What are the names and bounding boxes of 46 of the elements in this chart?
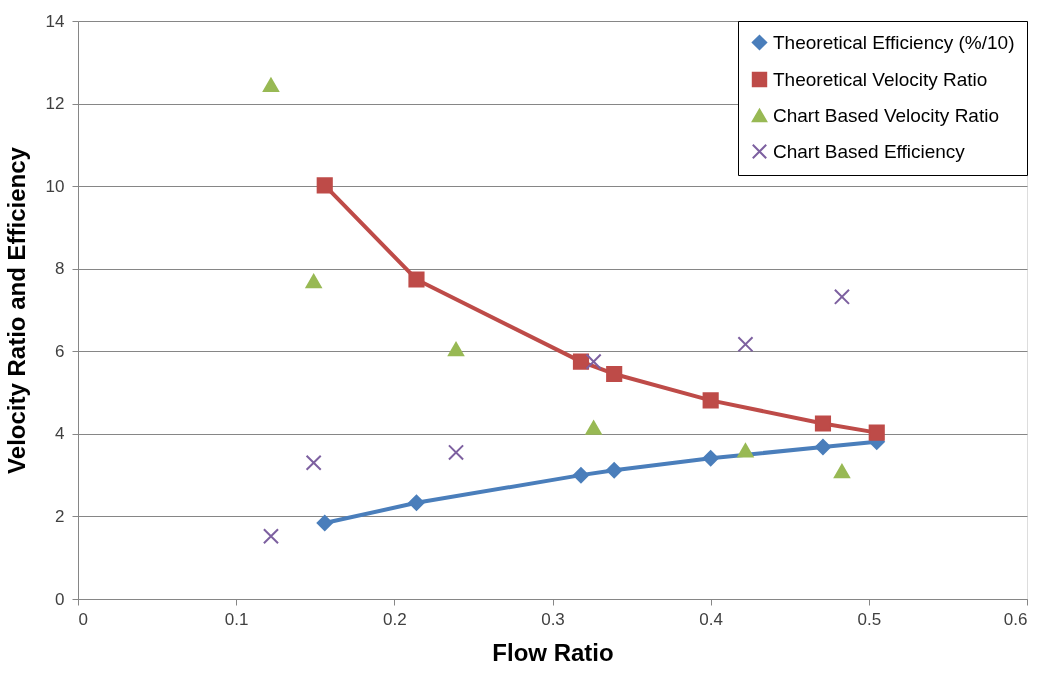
x-tick-label: 0: [78, 609, 88, 629]
x-tick-label: 0.3: [541, 609, 565, 629]
y-tick-label: 10: [45, 176, 65, 196]
y-axis-title: Velocity Ratio and Efficiency: [2, 146, 30, 474]
point: [305, 454, 322, 471]
y-tick-label: 14: [45, 11, 65, 31]
legend-label: Chart Based Efficiency: [773, 140, 966, 162]
point: [585, 420, 602, 435]
x-tick-label: 0.6: [1003, 609, 1028, 629]
point: [702, 392, 719, 409]
point: [868, 424, 885, 441]
point: [737, 443, 754, 458]
legend-label: Theoretical Velocity Ratio: [773, 68, 988, 90]
point: [408, 271, 425, 288]
x-axis-title: Flow Ratio: [492, 638, 614, 666]
y-tick-label: 2: [55, 506, 65, 526]
y-tick-label: 6: [55, 341, 65, 361]
point: [316, 514, 333, 532]
point: [814, 415, 832, 432]
legend-label: Theoretical Efficiency (%/10): [773, 31, 1015, 53]
point: [262, 528, 280, 545]
y-tick-label: 12: [45, 94, 65, 114]
x-tick-label: 0.5: [857, 609, 882, 629]
point: [572, 467, 590, 484]
point: [814, 439, 832, 456]
point: [702, 450, 719, 467]
point: [606, 365, 623, 383]
y-tick-label: 4: [55, 424, 65, 444]
point: [606, 462, 623, 479]
point: [833, 288, 851, 305]
point: [833, 463, 851, 479]
point: [316, 177, 333, 194]
point: [585, 353, 602, 370]
legend-label: Chart Based Velocity Ratio: [773, 104, 1000, 126]
point: [737, 336, 754, 353]
point: [447, 342, 465, 357]
point: [572, 353, 590, 370]
y-tick-label: 0: [55, 589, 65, 609]
point: [305, 273, 322, 289]
x-tick-label: 0.1: [224, 609, 249, 629]
point: [408, 494, 425, 511]
point: [262, 77, 280, 93]
x-tick-label: 0.4: [699, 609, 723, 629]
x-tick-label: 0.2: [383, 609, 407, 629]
point: [447, 444, 465, 461]
y-tick-label: 8: [55, 259, 65, 279]
